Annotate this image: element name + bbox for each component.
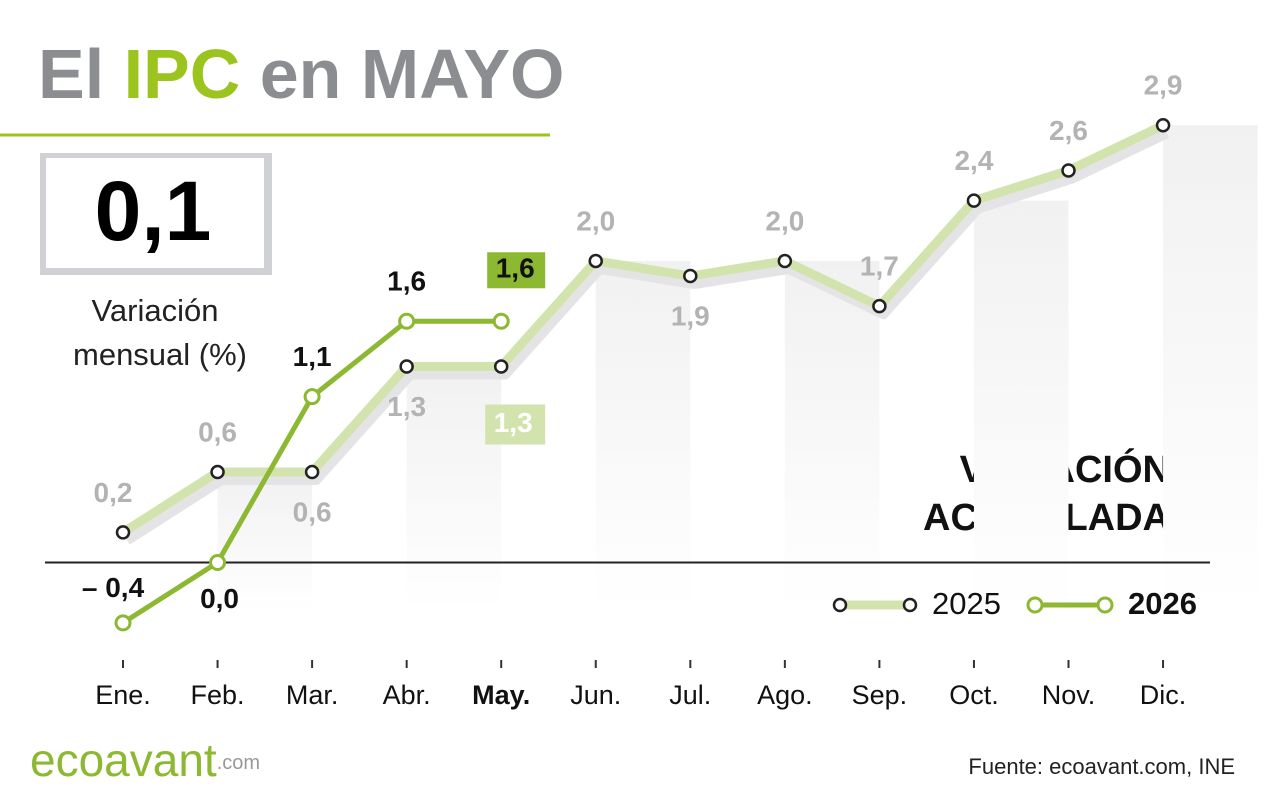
x-tick-label: Abr.: [383, 680, 431, 710]
title: El IPC en MAYO: [38, 35, 564, 113]
value-label: 1,1: [293, 341, 332, 372]
point: [492, 312, 510, 330]
point: [872, 298, 887, 314]
value-label: 0,2: [94, 477, 133, 508]
value-label: 0,0: [200, 583, 239, 614]
plot: Ene. Feb. Mar. Abr. May. Jun. Jul. Ago. Sep. Oct.…: [45, 70, 1258, 710]
point: [115, 525, 131, 540]
value-label: 2,0: [765, 205, 804, 236]
value-label: 1,6: [496, 253, 535, 284]
title-part: IPC: [124, 35, 241, 113]
legend-label: 2025: [932, 586, 1001, 621]
column-shade: [784, 260, 880, 610]
value-label: 1,7: [860, 251, 899, 282]
label-box: [485, 404, 546, 445]
point: [399, 359, 414, 374]
logo-part: eco: [30, 734, 104, 786]
point: [398, 312, 416, 330]
caption: Variación: [92, 293, 219, 328]
point: [1061, 163, 1076, 178]
legend-dot: [1096, 596, 1114, 614]
column-shade: [1163, 125, 1258, 610]
highlight-value: 0,1: [95, 164, 212, 258]
column-shade: [217, 472, 313, 610]
point: [210, 464, 225, 480]
point: [1155, 117, 1171, 133]
x-tick-label: Nov.: [1042, 680, 1096, 710]
value-label: 0,6: [293, 496, 332, 527]
label-box: [487, 252, 546, 289]
source: Fuente: ecoavant.com, INE: [968, 754, 1235, 779]
x-tick-label: Sep.: [852, 680, 908, 710]
point: [209, 554, 227, 572]
caption: mensual (%): [73, 337, 247, 372]
x-tick-label: Ene.: [95, 680, 151, 710]
value-label: 2,9: [1144, 70, 1183, 101]
point: [683, 268, 698, 284]
logo: ecoavant.com: [30, 734, 260, 786]
point: [493, 359, 509, 374]
value-label: 1,9: [671, 300, 710, 331]
point: [777, 253, 793, 269]
point: [966, 193, 982, 208]
value-label: 2,6: [1049, 115, 1088, 146]
logo-part: .com: [217, 752, 260, 774]
x-tick-label: Ago.: [757, 680, 813, 710]
value-label: 1,3: [494, 407, 533, 438]
x-tick-label: May.: [472, 680, 530, 710]
point: [303, 388, 321, 406]
point: [588, 253, 603, 269]
x-tick-label: Jul.: [669, 680, 711, 710]
column-shade: [595, 260, 691, 610]
logo-part: avant: [104, 734, 217, 786]
title-part: El: [38, 35, 124, 113]
value-label: 1,3: [387, 391, 426, 422]
x-tick-label: Jun.: [570, 680, 621, 710]
series-line: [120, 121, 1165, 537]
legend-dot: [902, 597, 918, 613]
value-label: 2,0: [576, 205, 615, 236]
x-tick-label: Dic.: [1140, 680, 1187, 710]
box: [46, 158, 264, 268]
title-part: en MAYO: [240, 35, 564, 113]
value-label: 1,6: [387, 266, 426, 297]
line-shadow: [124, 128, 1170, 545]
point: [114, 614, 132, 632]
value-label: 2,4: [954, 145, 993, 176]
legend-dot: [832, 597, 848, 613]
column-shade: [973, 200, 1069, 610]
value-label: 0,6: [198, 416, 237, 447]
value-label: – 0,4: [82, 572, 145, 603]
x-tick-label: Mar.: [286, 680, 339, 710]
legend-label: 2026: [1128, 586, 1197, 621]
x-tick-label: Feb.: [191, 680, 245, 710]
legend-dot: [1026, 596, 1044, 614]
x-tick-label: Oct.: [949, 680, 999, 710]
point: [304, 464, 320, 480]
